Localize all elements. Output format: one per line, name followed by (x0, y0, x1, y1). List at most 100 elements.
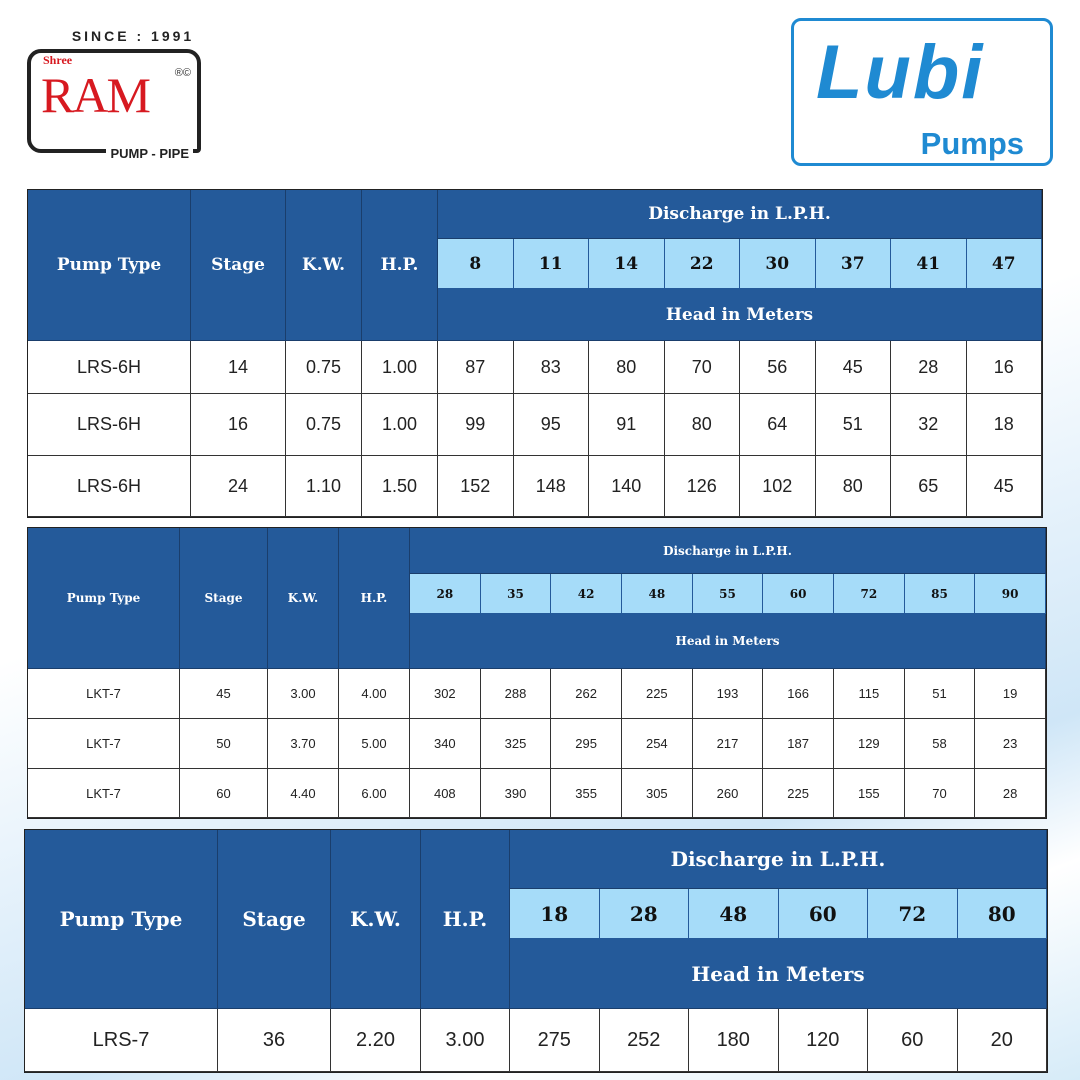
cell-hp: 4.00 (339, 669, 410, 719)
cell-pump-type: LRS-6H (28, 456, 191, 517)
cell-hp: 3.00 (421, 1009, 510, 1072)
cell-kw: 2.20 (331, 1009, 421, 1072)
cell-head: 83 (513, 341, 589, 394)
cell-head: 16 (966, 341, 1042, 394)
cell-head: 260 (692, 769, 764, 818)
cell-head: 340 (410, 719, 481, 769)
cell-head: 155 (833, 769, 905, 818)
cell-stage: 16 (191, 394, 286, 456)
cell-head: 355 (551, 769, 622, 818)
discharge-value: 72 (868, 889, 958, 939)
discharge-value: 47 (966, 239, 1042, 289)
cell-pump-type: LRS-7 (25, 1009, 218, 1072)
cell-stage: 60 (180, 769, 268, 818)
header-discharge: Discharge in L.P.H. (410, 528, 1046, 574)
cell-pump-type: LRS-6H (28, 394, 191, 456)
cell-stage: 24 (191, 456, 286, 517)
discharge-value: 60 (763, 574, 834, 614)
header-discharge: Discharge in L.P.H. (438, 190, 1042, 239)
since-text: SINCE : 1991 (71, 28, 195, 44)
cell-head: 217 (692, 719, 764, 769)
cell-stage: 45 (180, 669, 268, 719)
cell-pump-type: LKT-7 (28, 769, 180, 818)
header-pump-type: Pump Type (25, 830, 218, 1009)
cell-kw: 4.40 (268, 769, 339, 818)
cell-head: 23 (975, 719, 1046, 769)
cell-stage: 36 (218, 1009, 331, 1072)
header-head: Head in Meters (438, 289, 1042, 341)
lubi-tagline: Pumps (916, 127, 1028, 161)
discharge-value: 85 (904, 574, 976, 614)
cell-pump-type: LRS-6H (28, 341, 191, 394)
discharge-value: 48 (689, 889, 779, 939)
pump-table-lrs-6h: Pump Type Stage K.W. H.P. Discharge in L.P.H… (27, 189, 1043, 518)
cell-head: 65 (891, 456, 967, 517)
shree-ram-logo: SINCE : 1991 Shree RAM ®© PUMP - PIPE (25, 28, 205, 161)
cell-head: 180 (689, 1009, 779, 1072)
cell-head: 80 (815, 456, 891, 517)
cell-head: 28 (891, 341, 967, 394)
cell-hp: 6.00 (339, 769, 410, 818)
header-kw: K.W. (286, 190, 362, 341)
header-hp: H.P. (421, 830, 510, 1009)
header-kw: K.W. (331, 830, 421, 1009)
discharge-value: 90 (975, 574, 1046, 614)
cell-kw: 1.10 (286, 456, 362, 517)
header-pump-type: Pump Type (28, 190, 191, 341)
discharge-value: 30 (740, 239, 816, 289)
discharge-value: 28 (410, 574, 481, 614)
discharge-value: 60 (778, 889, 868, 939)
cell-pump-type: LKT-7 (28, 719, 180, 769)
ram-tagline: PUMP - PIPE (106, 146, 193, 161)
cell-head: 45 (815, 341, 891, 394)
cell-head: 262 (551, 669, 622, 719)
cell-head: 56 (740, 341, 816, 394)
discharge-value: 55 (692, 574, 764, 614)
cell-head: 102 (740, 456, 816, 517)
cell-head: 126 (664, 456, 740, 517)
cell-head: 19 (975, 669, 1046, 719)
cell-kw: 0.75 (286, 341, 362, 394)
cell-head: 225 (621, 669, 693, 719)
header-head: Head in Meters (510, 939, 1047, 1009)
lubi-wordmark: Lubi (816, 30, 985, 115)
discharge-value: 18 (510, 889, 600, 939)
cell-stage: 50 (180, 719, 268, 769)
header-pump-type: Pump Type (28, 528, 180, 669)
cell-head: 390 (480, 769, 552, 818)
cell-head: 99 (438, 394, 514, 456)
header-stage: Stage (218, 830, 331, 1009)
cell-head: 325 (480, 719, 552, 769)
discharge-value: 8 (438, 239, 514, 289)
header-discharge: Discharge in L.P.H. (510, 830, 1047, 889)
cell-head: 115 (833, 669, 905, 719)
cell-kw: 3.70 (268, 719, 339, 769)
cell-head: 95 (513, 394, 589, 456)
discharge-value: 41 (891, 239, 967, 289)
cell-head: 51 (815, 394, 891, 456)
cell-head: 60 (868, 1009, 958, 1072)
cell-hp: 1.00 (362, 341, 438, 394)
cell-head: 275 (510, 1009, 600, 1072)
cell-head: 28 (975, 769, 1046, 818)
header-hp: H.P. (362, 190, 438, 341)
cell-kw: 0.75 (286, 394, 362, 456)
cell-kw: 3.00 (268, 669, 339, 719)
cell-head: 64 (740, 394, 816, 456)
discharge-value: 80 (957, 889, 1047, 939)
cell-stage: 14 (191, 341, 286, 394)
cell-head: 51 (904, 669, 976, 719)
cell-head: 70 (904, 769, 976, 818)
header-kw: K.W. (268, 528, 339, 669)
discharge-value: 35 (480, 574, 552, 614)
header-stage: Stage (191, 190, 286, 341)
cell-head: 225 (763, 769, 834, 818)
shree-text: Shree (43, 53, 73, 67)
discharge-value: 48 (621, 574, 693, 614)
cell-head: 187 (763, 719, 834, 769)
cell-head: 193 (692, 669, 764, 719)
cell-head: 91 (589, 394, 665, 456)
cell-head: 140 (589, 456, 665, 517)
cell-head: 58 (904, 719, 976, 769)
lubi-pumps-logo: Lubi Pumps (791, 18, 1053, 166)
